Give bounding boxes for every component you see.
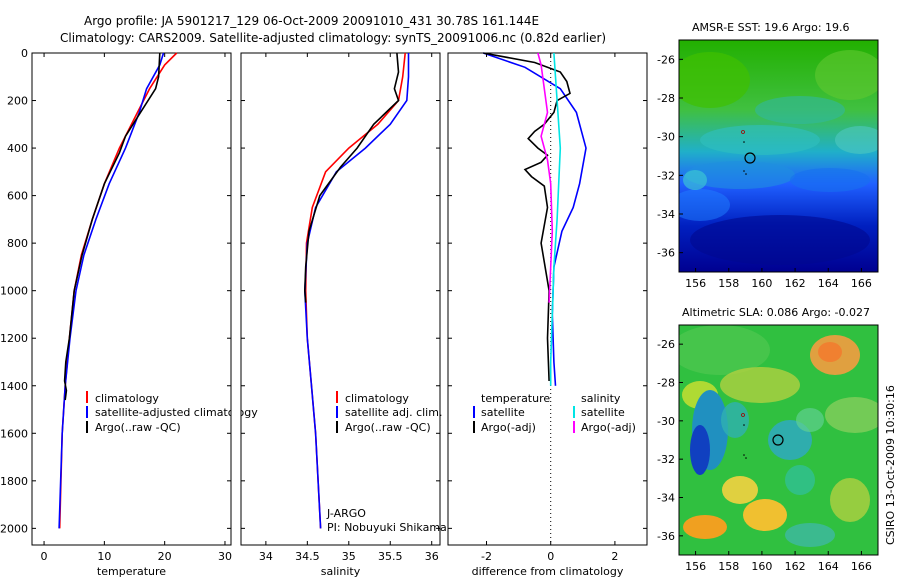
x-tick-label: 34.5 bbox=[295, 550, 320, 563]
argo-track-point bbox=[743, 424, 745, 426]
x-tick-label: 34 bbox=[259, 550, 273, 563]
map-y-tick-label: -34 bbox=[657, 492, 675, 505]
map-y-tick-label: -26 bbox=[657, 53, 675, 66]
temperature-axes bbox=[31, 52, 232, 546]
map-y-tick-label: -26 bbox=[657, 338, 675, 351]
sst-map: AMSR-E SST: 19.6 Argo: 19.6 156 158 160 162… bbox=[657, 21, 879, 290]
map-x-tick-label: 160 bbox=[751, 560, 772, 573]
y-tick-label: 1200 bbox=[0, 332, 28, 345]
y-tick-label: 1000 bbox=[0, 285, 28, 298]
salinity-axes bbox=[240, 52, 441, 546]
y-tick-label: 0 bbox=[21, 47, 28, 60]
y-tick-label: 600 bbox=[7, 190, 28, 203]
difference-axes bbox=[447, 52, 648, 546]
sla-map: Altimetric SLA: 0.086 Argo: -0.027 bbox=[657, 306, 879, 573]
y-tick-label: 800 bbox=[7, 237, 28, 250]
map-y-tick-label: -32 bbox=[657, 169, 675, 182]
legend-label-sal-satellite: satellite bbox=[581, 406, 625, 419]
difference-legend: temperature satellite Argo(-adj) salinit… bbox=[473, 392, 636, 434]
map-x-tick-label: 156 bbox=[685, 277, 706, 290]
series-line-salinity-argo-adj- bbox=[537, 52, 554, 303]
map-y-tick-label: -36 bbox=[657, 530, 675, 543]
map-x-tick-label: 162 bbox=[785, 560, 806, 573]
series-line-argo-raw-qc- bbox=[63, 52, 161, 401]
map-x-tick-label: 166 bbox=[851, 560, 872, 573]
map-x-tick-label: 162 bbox=[785, 277, 806, 290]
map-y-tick-label: -28 bbox=[657, 92, 675, 105]
y-tick-label: 1400 bbox=[0, 380, 28, 393]
argo-track-point bbox=[745, 457, 747, 459]
map-x-tick-label: 164 bbox=[818, 277, 839, 290]
map-y-tick-label: -36 bbox=[657, 247, 675, 260]
x-tick-label: 0 bbox=[41, 550, 48, 563]
side-label: CSIRO 13-Oct-2009 10:30:16 bbox=[884, 385, 897, 545]
map-y-tick-label: -34 bbox=[657, 208, 675, 221]
map-y-tick-label: -30 bbox=[657, 131, 675, 144]
argo-track-point bbox=[743, 454, 745, 456]
series-line-salinity-satellite bbox=[549, 52, 562, 386]
x-axis-label: difference from climatology bbox=[472, 565, 624, 578]
temperature-legend: climatology satellite-adjusted climatolo… bbox=[86, 391, 258, 434]
legend-label-satellite: satellite adj. clim. bbox=[345, 406, 442, 419]
series-line-argo-raw-qc- bbox=[303, 52, 400, 303]
argo-track-point bbox=[743, 141, 745, 143]
series-line-temperature-argo-adj- bbox=[483, 52, 571, 382]
legend-label-sal-argo: Argo(-adj) bbox=[581, 421, 636, 434]
legend-header-temperature: temperature bbox=[481, 392, 550, 405]
map-x-tick-label: 158 bbox=[718, 560, 739, 573]
argo-track-point bbox=[745, 173, 747, 175]
legend-label-temp-satellite: satellite bbox=[481, 406, 525, 419]
x-tick-label: 30 bbox=[218, 550, 232, 563]
x-tick-label: 0 bbox=[547, 550, 554, 563]
x-tick-label: 10 bbox=[97, 550, 111, 563]
header-line-1: Argo profile: JA 5901217_129 06-Oct-2009… bbox=[84, 14, 539, 28]
y-tick-label: 200 bbox=[7, 95, 28, 108]
x-axis-label: temperature bbox=[97, 565, 166, 578]
map-x-tick-label: 156 bbox=[685, 560, 706, 573]
x-tick-label: 20 bbox=[158, 550, 172, 563]
map-y-tick-label: -28 bbox=[657, 377, 675, 390]
y-tick-label: 400 bbox=[7, 142, 28, 155]
argo-location-marker bbox=[772, 434, 784, 446]
legend-label-satellite: satellite-adjusted climatology bbox=[95, 406, 258, 419]
y-tick-label: 2000 bbox=[0, 522, 28, 535]
sst-map-title: AMSR-E SST: 19.6 Argo: 19.6 bbox=[692, 21, 850, 34]
legend-label-climatology: climatology bbox=[345, 392, 409, 405]
map-x-tick-label: 164 bbox=[818, 560, 839, 573]
annotation-j-argo: J-ARGO bbox=[326, 507, 366, 520]
x-tick-label: 35.5 bbox=[378, 550, 403, 563]
x-tick-label: 35 bbox=[342, 550, 356, 563]
legend-label-temp-argo: Argo(-adj) bbox=[481, 421, 536, 434]
legend-label-argo: Argo(..raw -QC) bbox=[95, 421, 181, 434]
x-tick-label: 2 bbox=[611, 550, 618, 563]
argo-location-marker bbox=[744, 152, 756, 164]
map-x-tick-label: 158 bbox=[718, 277, 739, 290]
map-y-tick-label: -32 bbox=[657, 453, 675, 466]
sla-map-title: Altimetric SLA: 0.086 Argo: -0.027 bbox=[682, 306, 870, 319]
legend-header-salinity: salinity bbox=[581, 392, 621, 405]
argo-track-point bbox=[741, 413, 745, 417]
salinity-legend: climatology satellite adj. clim. Argo(..… bbox=[326, 391, 447, 534]
argo-track-point bbox=[743, 170, 745, 172]
x-axis-label: salinity bbox=[321, 565, 361, 578]
y-tick-label: 1600 bbox=[0, 427, 28, 440]
legend-label-climatology: climatology bbox=[95, 392, 159, 405]
legend-label-argo: Argo(..raw -QC) bbox=[345, 421, 431, 434]
map-y-tick-label: -30 bbox=[657, 415, 675, 428]
y-tick-label: 1800 bbox=[0, 475, 28, 488]
argo-track-point bbox=[741, 130, 745, 134]
x-tick-label: 36 bbox=[425, 550, 439, 563]
header-line-2: Climatology: CARS2009. Satellite-adjuste… bbox=[60, 31, 606, 45]
map-x-tick-label: 166 bbox=[851, 277, 872, 290]
annotation-pi: PI: Nobuyuki Shikama bbox=[327, 521, 447, 534]
x-tick-label: -2 bbox=[481, 550, 492, 563]
map-x-tick-label: 160 bbox=[751, 277, 772, 290]
